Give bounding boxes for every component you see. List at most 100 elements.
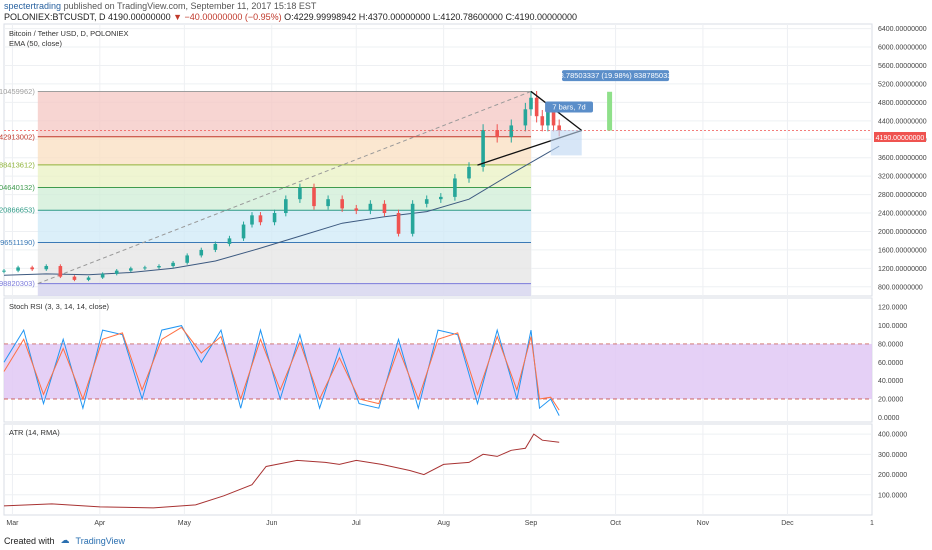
tradingview-brand[interactable]: TradingView [75,535,126,546]
price-label: 4190.00000000 [108,12,171,22]
x-tick-label: Dec [781,520,794,527]
stoch-tick-label: 0.0000 [878,415,900,422]
candle-body [16,267,20,271]
price-tick-label: 4400.00000000 [878,118,927,125]
footer: Created with ☁ TradingView [4,535,125,546]
atr-plot [3,433,872,509]
x-tick-label: Mar [6,520,19,527]
stoch-d-line [3,326,560,411]
fibonacci-retracement[interactable]: 0(5037.10459962) 0.236(4053.42913002) 0.38… [0,87,532,296]
atr-title: ATR (14, RMA) [9,428,60,437]
candle-body [213,243,218,250]
stoch-k-line [3,325,560,416]
candle-body [410,203,415,234]
stoch-band [4,343,872,400]
candle-body [241,224,246,239]
stoch-tick-label: 20.0000 [878,397,903,404]
author-link[interactable]: spectertrading [4,1,62,11]
price-tick-label: 2800.00000000 [878,192,927,199]
candle-body [157,266,161,268]
candle-body [523,109,528,126]
candles [2,90,561,282]
candle-body [546,111,550,126]
close-label: C:4190.00000000 [505,12,578,22]
candle-body [2,270,6,272]
bars-label-text: 7 bars, 7d [552,102,585,111]
candle-body [424,199,429,204]
candle-body [312,187,316,207]
candle-body [557,125,561,131]
main-pane-title: Bitcoin / Tether USD, D, POLONIEX [9,29,129,38]
tradingview-logo-icon: ☁ [60,535,70,545]
stoch-tick-label: 60.0000 [878,360,903,367]
candle-body [453,178,457,197]
price-tick-label: 2400.00000000 [878,211,927,218]
candle-body [227,238,232,244]
x-tick-label: Jun [266,520,277,527]
candle-body [467,166,471,179]
measure-label-box [562,70,670,82]
stoch-rsi-plot [3,325,872,416]
x-tick-label: Oct [610,520,621,527]
open-label: O:4229.99998942 [284,12,357,22]
fib-level-label: 0(5037.10459962) [0,87,35,96]
fib-zone [37,91,532,137]
drawing-annotations[interactable]: 838.78503337 (19.98%) 83878503337 7 bars,… [4,70,872,166]
fib-trend-line [37,90,532,285]
candle-body [100,273,105,278]
fib-zone [37,187,532,211]
x-tick-label: Apr [94,520,106,527]
atr-line [3,433,560,509]
fib-zone [37,136,532,165]
atr-tick-label: 100.0000 [878,492,907,499]
published-text: published on TradingView.com, September … [63,1,317,11]
high-label: H:4370.00000000 [358,12,431,22]
stoch-tick-label: 100.0000 [878,323,907,330]
x-tick-label: May [178,520,192,527]
candle-body [551,111,556,126]
atr-tick-label: 200.0000 [878,472,907,479]
price-tick-label: 2000.00000000 [878,229,927,236]
candle-body [250,215,254,225]
change-label: ▼ −40.00000000 (−0.95%) [173,12,282,22]
candle-body [199,249,204,256]
candle-body [340,199,344,209]
candle-body [258,215,263,223]
price-axis[interactable]: 6400.00000000 6000.00000000 5600.00000000 5… [878,26,927,291]
x-tick-label: Nov [697,520,710,527]
time-axis[interactable]: Mar Apr May Jun Jul Aug Sep Oct Nov Dec 1 [6,520,874,527]
atr-axis[interactable]: 400.0000 300.0000 200.0000 100.0000 [878,432,907,500]
price-tick-label: 5600.00000000 [878,63,927,70]
atr-pane[interactable] [3,423,873,516]
price-tick-label: 800.00000000 [878,284,923,291]
price-tick-label: 1200.00000000 [878,266,927,273]
candle-body [185,255,189,263]
last-price-badge [874,132,926,142]
x-tick-label: Sep [525,520,538,527]
candle-body [326,199,330,207]
chart-header: spectertrading published on TradingView.… [4,1,577,23]
candle-body [382,203,387,214]
candle-body [129,268,133,271]
last-price-text: 4190.00000000 [876,135,925,142]
candle-body [44,266,49,270]
price-tick-label: 6400.00000000 [878,26,927,33]
candle-body [284,199,288,214]
bars-label-box [545,101,593,113]
fib-level-label: 0.618(2461.20866653) [0,206,35,215]
stoch-tick-label: 40.0000 [878,378,903,385]
candle-body [30,267,34,270]
candle-body [143,267,147,269]
fib-level-label: 1(868.98820303) [0,279,35,288]
ema-legend: EMA (50, close) [9,39,62,48]
stoch-axis[interactable]: 120.0000 100.0000 80.0000 60.0000 40.0000 20.… [878,305,907,422]
atr-tick-label: 300.0000 [878,452,907,459]
candle-body [298,187,302,200]
fib-level-label: 0.236(4053.42913002) [0,132,35,141]
stoch-tick-label: 80.0000 [878,341,903,348]
candle-body [272,213,277,223]
fib-level-label: 0.786(1760.96511190) [0,238,35,247]
x-tick-label: Jul [352,520,361,527]
stoch-rsi-title: Stoch RSI (3, 3, 14, 14, close) [9,302,110,311]
